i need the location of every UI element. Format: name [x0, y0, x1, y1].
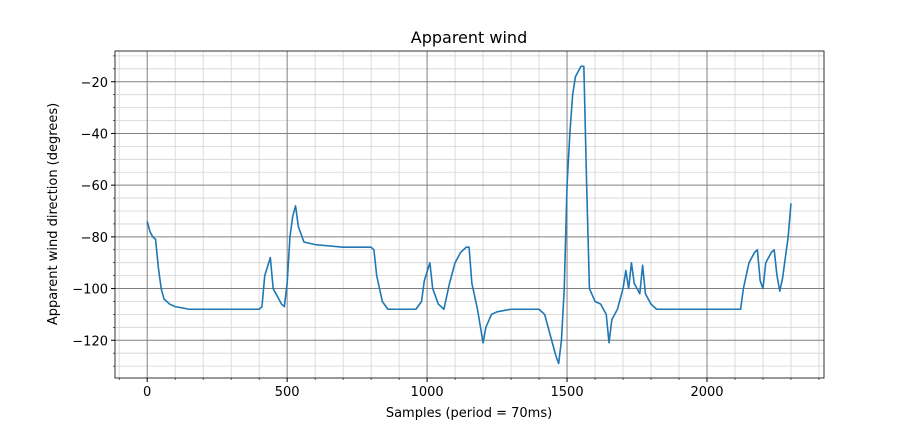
- x-tick-label: 2000: [690, 385, 723, 400]
- y-tick-label: −100: [72, 283, 108, 298]
- data-line: [146, 65, 792, 365]
- x-tick-label: 0: [143, 385, 151, 400]
- y-tick-label: −40: [81, 127, 108, 142]
- y-tick-label: −120: [72, 334, 108, 349]
- x-tick-label: 1500: [551, 385, 584, 400]
- y-tick-label: −80: [81, 231, 108, 246]
- x-tick-label: 1000: [411, 385, 444, 400]
- y-axis-label: Apparent wind direction (degrees): [46, 103, 61, 325]
- y-tick-label: −20: [81, 76, 108, 91]
- y-tick-label: −60: [81, 179, 108, 194]
- chart-title: Apparent wind: [411, 28, 527, 47]
- x-tick-label: 500: [275, 385, 300, 400]
- x-axis-label: Samples (period = 70ms): [386, 406, 552, 421]
- plot-frame: [114, 50, 825, 379]
